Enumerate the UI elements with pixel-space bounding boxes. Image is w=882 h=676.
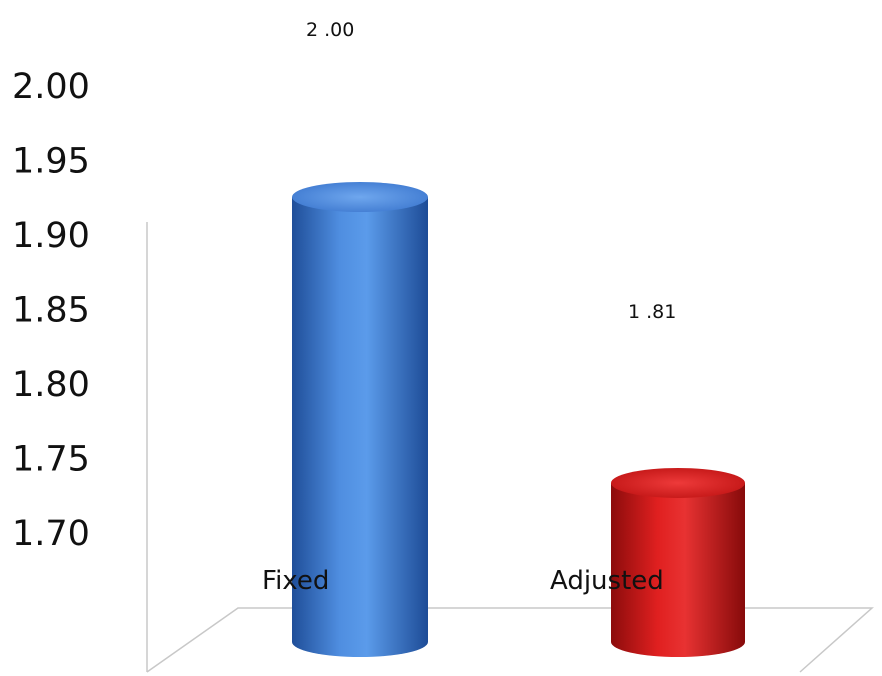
bar-adjusted	[611, 467, 745, 657]
category-label: Fixed	[262, 566, 329, 596]
y-tick-label: 1.95	[12, 142, 90, 182]
y-tick-label: 1.85	[12, 291, 90, 331]
bars	[292, 182, 745, 657]
bar-body	[292, 197, 428, 657]
y-axis-ticks: 2.00 1.95 1.90 1.85 1.80 1.75 1.70	[12, 67, 90, 554]
y-tick-label: 1.80	[12, 365, 90, 405]
y-tick-label: 1.70	[12, 514, 90, 554]
y-tick-label: 1.90	[12, 216, 90, 256]
category-label: Adjusted	[550, 566, 664, 596]
bar-top-cap	[292, 182, 428, 212]
category-labels: Fixed Adjusted	[262, 566, 664, 596]
y-tick-label: 2.00	[12, 67, 90, 107]
data-labels: 2 .00 1 .81	[306, 19, 676, 323]
y-tick-label: 1.75	[12, 440, 90, 480]
floor-plane	[146, 607, 874, 673]
bar-fixed	[292, 182, 428, 657]
data-label: 1 .81	[628, 301, 676, 323]
bar-top-cap	[611, 467, 745, 498]
data-label: 2 .00	[306, 19, 354, 41]
bar-body	[611, 482, 745, 657]
